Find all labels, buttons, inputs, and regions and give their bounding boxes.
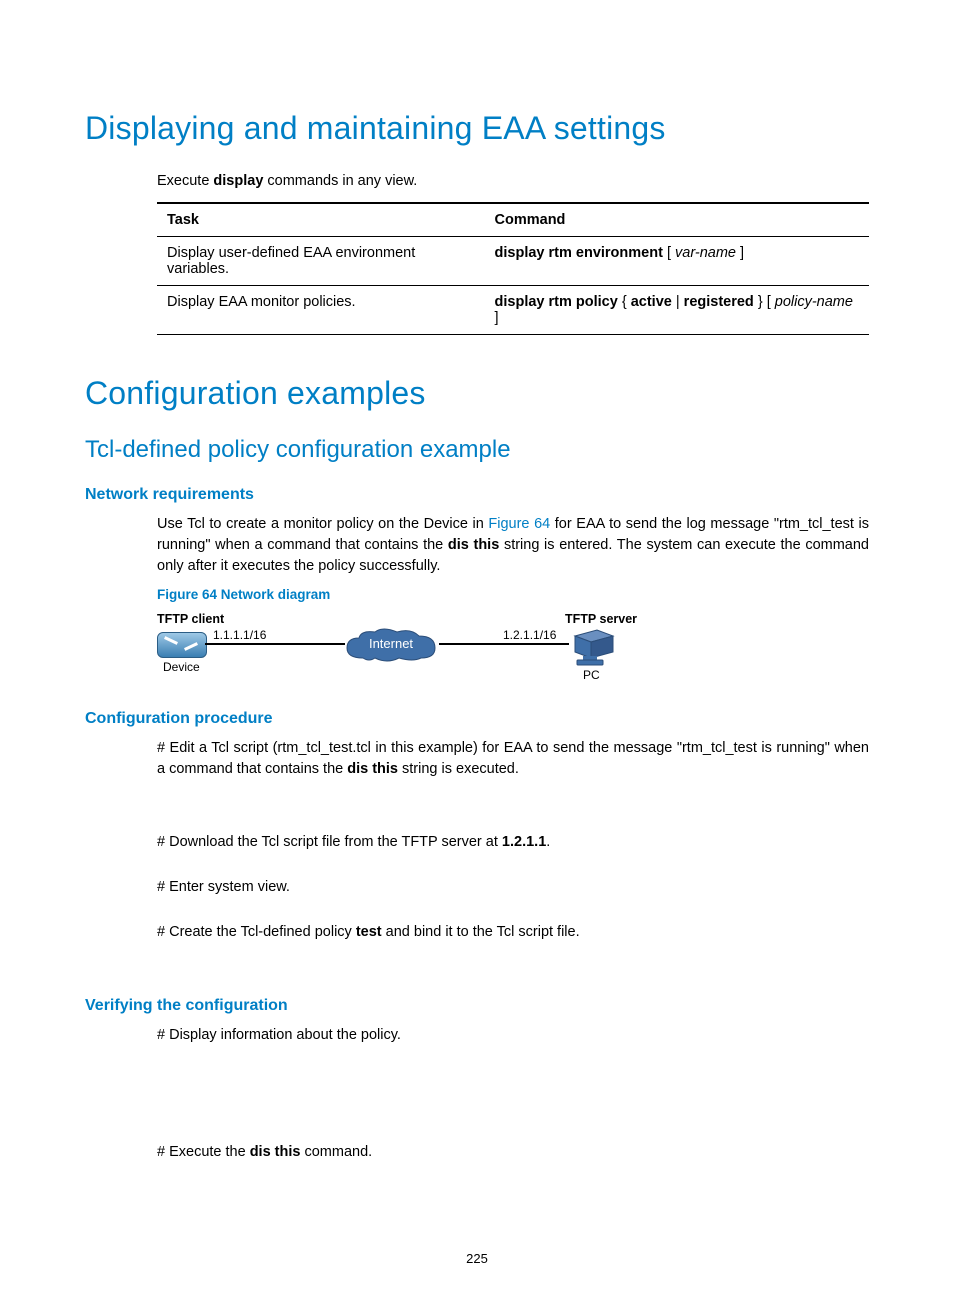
label-server-ip: 1.2.1.1/16	[503, 628, 556, 642]
figure-link[interactable]: Figure 64	[488, 516, 550, 532]
text: # Download the Tcl script file from the …	[157, 834, 502, 850]
network-diagram: TFTP client 1.1.1.1/16 Device Internet T…	[157, 610, 657, 688]
verify-step2: # Execute the dis this command.	[157, 1142, 869, 1163]
cmd-bold: display rtm environment	[495, 245, 663, 261]
cmd-text: ]	[736, 245, 744, 261]
router-icon	[157, 632, 207, 658]
cmd-text: } [	[754, 294, 775, 310]
text-bold: test	[356, 924, 382, 940]
td-task: Display EAA monitor policies.	[157, 286, 485, 335]
label-internet: Internet	[355, 636, 427, 651]
text: commands in any view.	[263, 173, 417, 189]
text: command.	[300, 1144, 372, 1160]
page: Displaying and maintaining EAA settings …	[0, 0, 954, 1296]
heading-config-procedure: Configuration procedure	[85, 710, 869, 728]
cmd-bold: registered	[684, 294, 754, 310]
text: Execute	[157, 173, 213, 189]
text: and bind it to the Tcl script file.	[382, 924, 580, 940]
cmd-text: ]	[495, 310, 499, 326]
label-pc: PC	[583, 668, 600, 682]
label-tftp-client: TFTP client	[157, 612, 224, 626]
heading-config-examples: Configuration examples	[85, 375, 869, 412]
netreq-paragraph: Use Tcl to create a monitor policy on th…	[157, 514, 869, 577]
cmd-text: [	[663, 245, 675, 261]
spacer	[85, 908, 869, 922]
cmd-bold: display rtm policy	[495, 294, 618, 310]
link-line	[439, 643, 569, 645]
cmd-text: {	[618, 294, 631, 310]
link-line	[205, 643, 345, 645]
page-number: 225	[0, 1251, 954, 1266]
text-bold: display	[213, 173, 263, 189]
heading-verifying: Verifying the configuration	[85, 997, 869, 1015]
text-bold: dis this	[448, 537, 499, 553]
text-bold: dis this	[250, 1144, 301, 1160]
command-table: Task Command Display user-defined EAA en…	[157, 202, 869, 335]
spacer	[85, 863, 869, 877]
text-bold: 1.2.1.1	[502, 834, 546, 850]
cfg-step2: # Download the Tcl script file from the …	[157, 832, 869, 853]
cfg-step3: # Enter system view.	[157, 877, 869, 898]
cmd-bold: active	[631, 294, 672, 310]
th-task: Task	[157, 203, 485, 237]
table-row: Display EAA monitor policies. display rt…	[157, 286, 869, 335]
verify-step1: # Display information about the policy.	[157, 1025, 869, 1046]
label-client-ip: 1.1.1.1/16	[213, 628, 266, 642]
spacer	[85, 953, 869, 975]
heading-network-req: Network requirements	[85, 486, 869, 504]
th-command: Command	[485, 203, 869, 237]
spacer	[85, 790, 869, 832]
text: .	[546, 834, 550, 850]
cmd-text: |	[672, 294, 684, 310]
text: # Execute the	[157, 1144, 250, 1160]
text: string is executed.	[398, 761, 519, 777]
table-row: Display user-defined EAA environment var…	[157, 237, 869, 286]
td-command: display rtm policy { active | registered…	[485, 286, 869, 335]
label-device: Device	[163, 660, 200, 674]
td-task: Display user-defined EAA environment var…	[157, 237, 485, 286]
label-tftp-server: TFTP server	[565, 612, 637, 626]
cfg-step1: # Edit a Tcl script (rtm_tcl_test.tcl in…	[157, 738, 869, 780]
figure-caption: Figure 64 Network diagram	[157, 587, 869, 602]
cmd-ital: var-name	[675, 245, 736, 261]
spacer	[85, 1056, 869, 1142]
intro-paragraph: Execute display commands in any view.	[157, 171, 869, 192]
text: Use Tcl to create a monitor policy on th…	[157, 516, 488, 532]
td-command: display rtm environment [ var-name ]	[485, 237, 869, 286]
server-icon	[569, 628, 617, 673]
heading-tcl-example: Tcl-defined policy configuration example	[85, 436, 869, 464]
text: # Create the Tcl-defined policy	[157, 924, 356, 940]
cfg-step4: # Create the Tcl-defined policy test and…	[157, 922, 869, 943]
text-bold: dis this	[347, 761, 398, 777]
heading-displaying: Displaying and maintaining EAA settings	[85, 110, 869, 147]
cmd-ital: policy-name	[775, 294, 853, 310]
